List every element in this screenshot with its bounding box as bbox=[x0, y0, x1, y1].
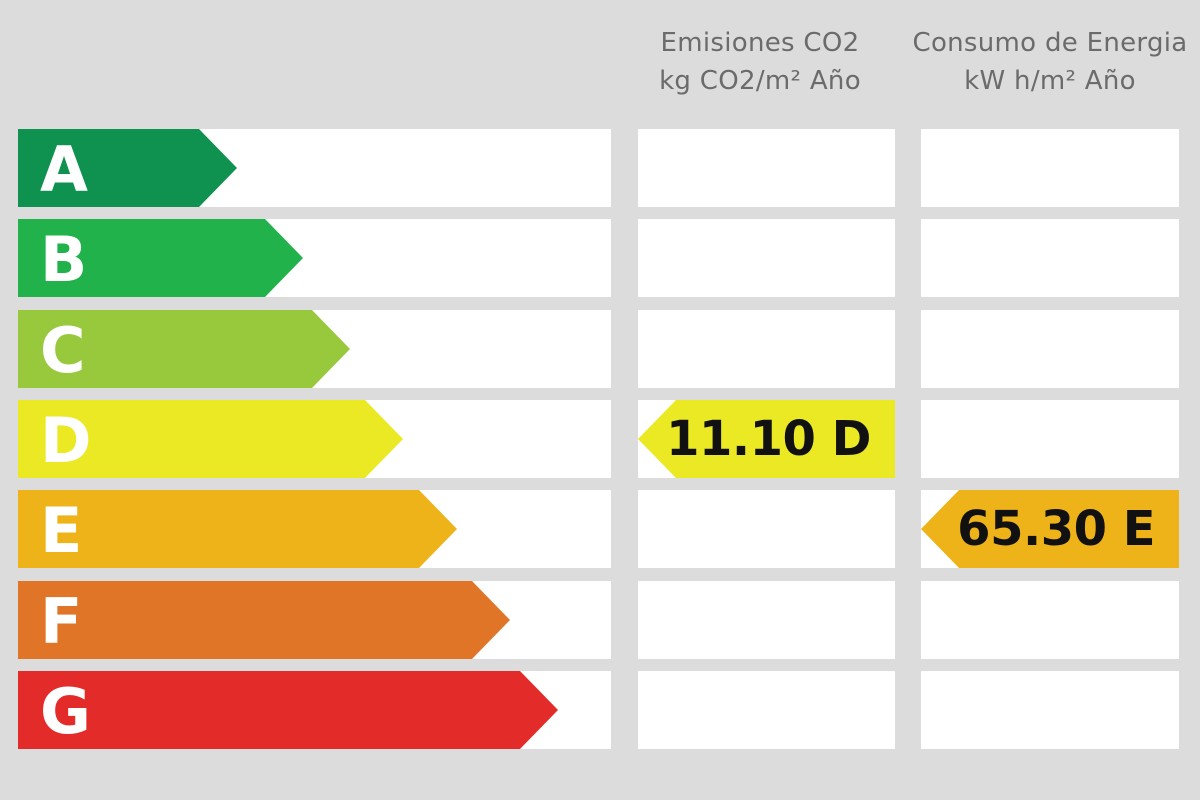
emissions-cell-a bbox=[638, 129, 895, 207]
class-row-g: G bbox=[18, 671, 611, 749]
class-band-d: D bbox=[18, 400, 403, 478]
emissions-rating-label: 11.10 D bbox=[666, 411, 871, 467]
class-letter-f: F bbox=[40, 585, 83, 658]
consumption-cell-d bbox=[921, 400, 1179, 478]
consumption-cell-c bbox=[921, 310, 1179, 388]
consumption-cell-e: 65.30 E bbox=[921, 490, 1179, 568]
class-letter-a: A bbox=[40, 133, 88, 206]
class-band-f: F bbox=[18, 581, 510, 659]
consumption-cell-f bbox=[921, 581, 1179, 659]
consumption-title: Consumo de Energia bbox=[912, 28, 1188, 58]
emissions-cell-c bbox=[638, 310, 895, 388]
class-row-d: D bbox=[18, 400, 611, 478]
consumption-rating-label: 65.30 E bbox=[957, 501, 1155, 557]
class-row-c: C bbox=[18, 310, 611, 388]
class-band-c: C bbox=[18, 310, 350, 388]
class-row-f: F bbox=[18, 581, 611, 659]
class-band-a: A bbox=[18, 129, 237, 207]
class-letter-b: B bbox=[40, 223, 88, 296]
emissions-cell-d: 11.10 D bbox=[638, 400, 895, 478]
emissions-cell-b bbox=[638, 219, 895, 297]
consumption-cell-b bbox=[921, 219, 1179, 297]
emissions-cell-g bbox=[638, 671, 895, 749]
emissions-unit: kg CO2/m² Año bbox=[659, 66, 861, 96]
class-band-b: B bbox=[18, 219, 303, 297]
emissions-title: Emisiones CO2 bbox=[660, 28, 860, 58]
class-band-e: E bbox=[18, 490, 457, 568]
class-letter-d: D bbox=[40, 404, 92, 477]
class-letter-c: C bbox=[40, 314, 86, 387]
emissions-cell-f bbox=[638, 581, 895, 659]
consumption-cell-a bbox=[921, 129, 1179, 207]
class-band-g: G bbox=[18, 671, 558, 749]
class-row-b: B bbox=[18, 219, 611, 297]
consumption-column-header: Consumo de Energia kW h/m² Año bbox=[905, 24, 1195, 100]
class-row-a: A bbox=[18, 129, 611, 207]
class-letter-e: E bbox=[40, 494, 83, 567]
class-row-e: E bbox=[18, 490, 611, 568]
class-letter-g: G bbox=[40, 675, 91, 748]
emissions-cell-e bbox=[638, 490, 895, 568]
consumption-indicator: 65.30 E bbox=[921, 490, 1179, 568]
consumption-cell-g bbox=[921, 671, 1179, 749]
emissions-column-header: Emisiones CO2 kg CO2/m² Año bbox=[615, 24, 905, 100]
consumption-unit: kW h/m² Año bbox=[964, 66, 1136, 96]
emissions-indicator: 11.10 D bbox=[638, 400, 895, 478]
